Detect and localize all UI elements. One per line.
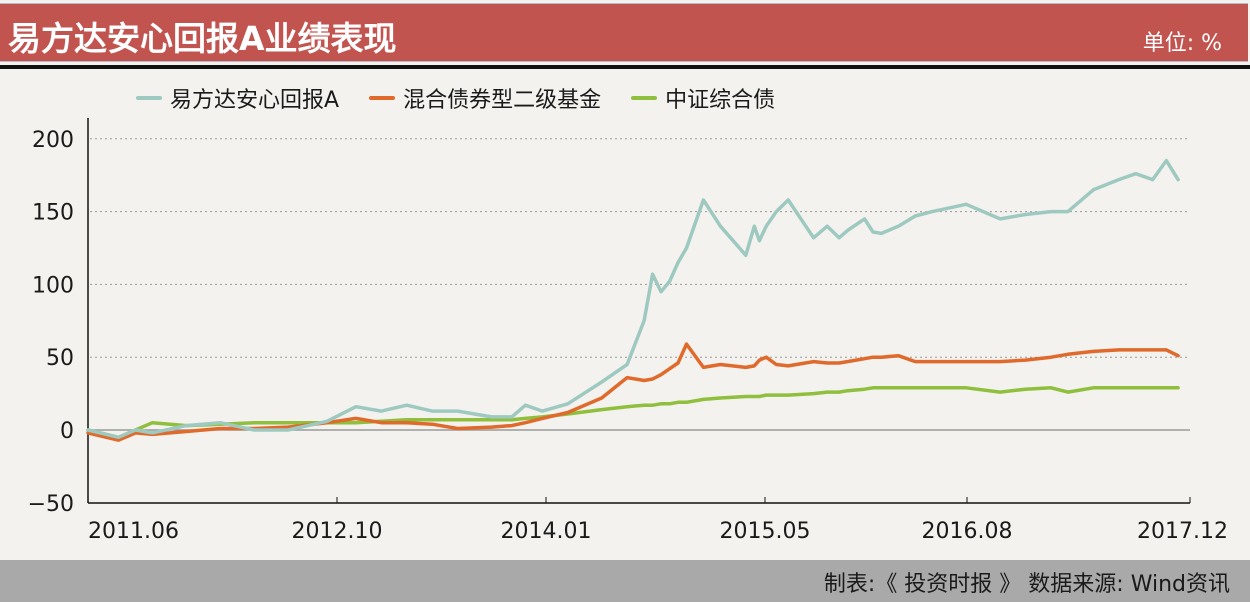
y-tick-label: 50: [46, 346, 74, 371]
legend-item-fund: 易方达安心回报A: [136, 82, 339, 114]
legend-item-bond-index: 中证综合债: [631, 82, 775, 114]
x-tick-label: 2016.08: [922, 519, 1013, 544]
legend-label-mixed-bond: 混合债券型二级基金: [403, 88, 602, 113]
header-divider: [0, 65, 1250, 69]
x-tick-label: 2015.05: [720, 519, 811, 544]
chart-legend: 易方达安心回报A 混合债券型二级基金 中证综合债: [136, 80, 775, 116]
y-tick-label: 100: [32, 273, 74, 298]
legend-swatch-fund: [136, 96, 162, 100]
x-tick-label: 2014.01: [501, 519, 592, 544]
y-tick-label: −50: [28, 492, 74, 517]
legend-item-mixed-bond: 混合债券型二级基金: [369, 82, 601, 114]
x-tick-label: 2017.12: [1137, 519, 1228, 544]
title-bar: 易方达安心回报A业绩表现 单位: %: [0, 3, 1248, 62]
x-tick-label: 2011.06: [88, 519, 179, 544]
y-tick-label: 200: [32, 128, 74, 153]
footer-bar: 制表:《 投资时报 》 数据来源: Wind资讯: [0, 560, 1250, 602]
series-line-fund: [86, 158, 1180, 440]
legend-label-bond-index: 中证综合债: [665, 88, 776, 113]
gridlines: [90, 138, 1190, 358]
series-lines: [86, 158, 1180, 442]
y-tick-label: 150: [32, 201, 74, 226]
legend-swatch-mixed-bond: [369, 96, 396, 100]
series-line-bond-index: [86, 386, 1180, 440]
y-tick-label: 0: [60, 419, 74, 444]
y-axis-ticks: −50 0 50 100 150 200: [28, 128, 74, 517]
legend-label-fund: 易方达安心回报A: [170, 88, 340, 113]
legend-swatch-bond-index: [631, 96, 658, 100]
series-line-mixed-bond: [86, 342, 1180, 442]
source-credit: 制表:《 投资时报 》 数据来源: Wind资讯: [823, 572, 1230, 597]
chart-title: 易方达安心回报A业绩表现: [8, 19, 397, 58]
x-axis-ticks: 2011.06 2012.10 2014.01 2015.05 2016.08 2017.…: [88, 497, 1228, 544]
x-tick-label: 2012.10: [292, 519, 383, 544]
unit-label: 单位: %: [1142, 31, 1222, 56]
